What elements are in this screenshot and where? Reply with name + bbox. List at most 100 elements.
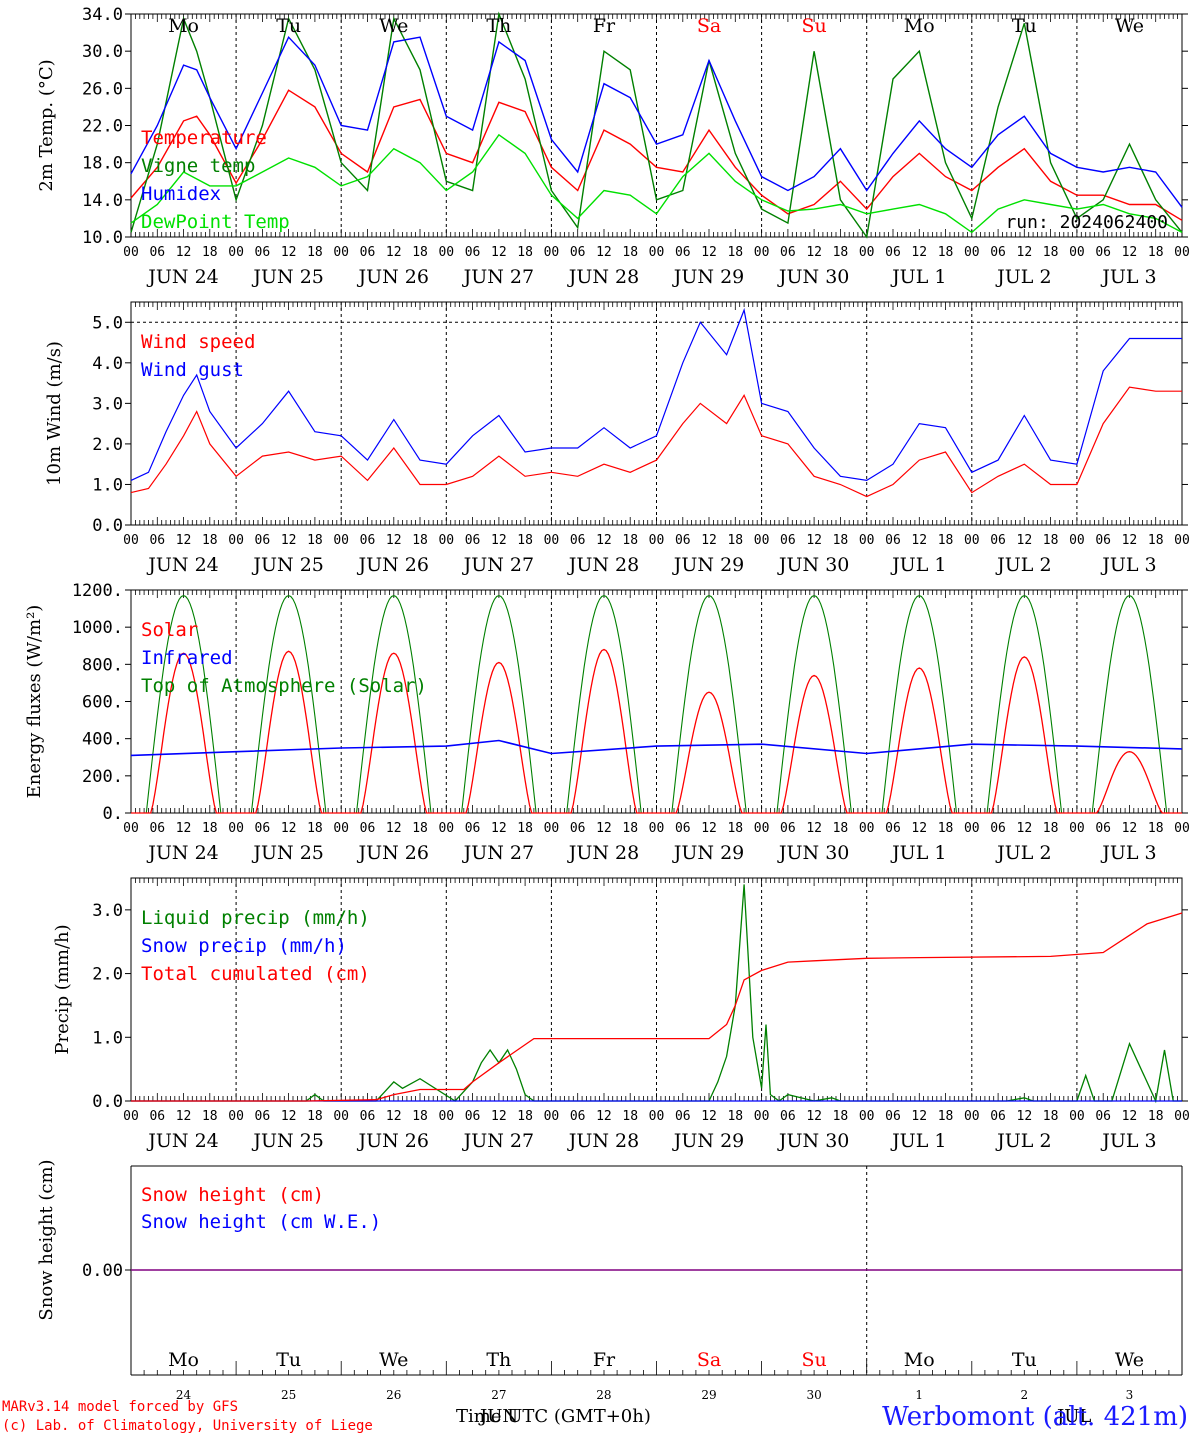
weekday-label: Su (802, 1349, 827, 1371)
x-hour-tick-label: 00 (438, 533, 454, 548)
x-hour-tick-label: 12 (806, 245, 822, 260)
x-hour-tick-label: 18 (938, 533, 954, 548)
x-hour-tick-label: 06 (149, 245, 165, 260)
x-hour-tick-label: 00 (754, 245, 770, 260)
panel-3-hour-ticks (130, 590, 1183, 813)
x-hour-tick-label: 00 (438, 821, 454, 836)
x-hour-tick-label: 06 (465, 1109, 481, 1124)
x-date-label: JUN 26 (357, 1130, 429, 1152)
weekday-label: Mo (168, 1349, 199, 1371)
x-hour-tick-label: 18 (412, 245, 428, 260)
x-hour-tick-label: 00 (859, 533, 875, 548)
y-tick-label: 26.0 (82, 79, 123, 99)
x-hour-tick-label: 00 (438, 1109, 454, 1124)
x-hour-tick-label: 06 (570, 245, 586, 260)
x-date-label: JUN 24 (146, 266, 218, 288)
weekday-label: Fr (593, 15, 616, 37)
x-hour-tick-label: 18 (938, 1109, 954, 1124)
x-hour-tick-label: 06 (360, 821, 376, 836)
weekday-label: Tu (1012, 15, 1037, 37)
panel-3-y-axis-label: Energy fluxes (W/m²) (24, 605, 45, 799)
x-hour-tick-label: 18 (517, 821, 533, 836)
x-date-label: JUL 1 (890, 1130, 946, 1152)
x-hour-tick-label: 18 (833, 533, 849, 548)
x-hour-tick-label: 06 (1095, 821, 1111, 836)
y-tick-label: 600. (82, 693, 123, 713)
weekday-label: Su (802, 15, 827, 37)
y-tick-label: 18.0 (82, 154, 123, 174)
weekday-label: Th (486, 15, 511, 37)
x-hour-tick-label: 12 (1017, 245, 1033, 260)
x-date-label: JUN 28 (567, 842, 639, 864)
x-hour-tick-label: 12 (596, 1109, 612, 1124)
x-hour-tick-label: 06 (990, 245, 1006, 260)
x-hour-tick-label: 12 (1122, 821, 1138, 836)
x-hour-tick-label: 00 (123, 245, 139, 260)
day-number-label: 29 (701, 1388, 716, 1402)
series-temperature (130, 89, 1183, 221)
panel-1-frame (130, 13, 1183, 238)
panel-1-hour-ticks (130, 14, 1183, 237)
x-hour-tick-label: 18 (833, 245, 849, 260)
x-hour-tick-label: 06 (465, 533, 481, 548)
x-hour-tick-label: 06 (780, 245, 796, 260)
x-hour-tick-label: 06 (255, 533, 271, 548)
y-tick-label: 2.0 (92, 965, 123, 985)
x-hour-tick-label: 00 (964, 533, 980, 548)
x-hour-tick-label: 18 (1043, 533, 1059, 548)
x-hour-tick-label: 00 (333, 821, 349, 836)
y-tick-label: 800. (82, 655, 123, 675)
x-date-label: JUL 3 (1100, 842, 1156, 864)
x-date-label: JUN 25 (251, 554, 323, 576)
station-title: Werbomont (alt. 421m) (882, 1402, 1188, 1432)
x-hour-tick-label: 06 (149, 821, 165, 836)
x-hour-tick-label: 18 (833, 821, 849, 836)
x-date-label: JUN 29 (672, 842, 744, 864)
legend-entry: Wind gust (141, 359, 244, 381)
legend-entry: Temperature (141, 127, 267, 149)
x-hour-tick-label: 12 (911, 533, 927, 548)
x-hour-tick-label: 00 (1174, 821, 1190, 836)
x-hour-tick-label: 18 (622, 245, 638, 260)
x-hour-tick-label: 18 (412, 533, 428, 548)
x-hour-tick-label: 12 (701, 1109, 717, 1124)
x-hour-tick-label: 12 (806, 821, 822, 836)
run-annotation: run: 2024062400 (1005, 212, 1168, 233)
x-date-label: JUN 27 (462, 1130, 534, 1152)
x-hour-tick-label: 00 (1069, 1109, 1085, 1124)
x-date-label: JUN 26 (357, 842, 429, 864)
x-date-label: JUN 29 (672, 1130, 744, 1152)
x-hour-tick-label: 12 (806, 533, 822, 548)
weekday-label: We (1115, 1349, 1144, 1371)
x-hour-tick-label: 18 (727, 245, 743, 260)
x-hour-tick-label: 18 (1148, 821, 1164, 836)
y-tick-label: 3.0 (92, 901, 123, 921)
weekday-label: Fr (593, 1349, 616, 1371)
x-date-label: JUN 26 (357, 266, 429, 288)
x-hour-tick-label: 06 (360, 245, 376, 260)
x-date-label: JUL 2 (995, 842, 1051, 864)
x-hour-tick-label: 00 (649, 533, 665, 548)
x-hour-tick-label: 12 (386, 245, 402, 260)
panel-4-y-axis-label: Precip (mm/h) (52, 924, 73, 1054)
x-axis-title: Time UTC (GMT+0h) (456, 1406, 651, 1427)
x-hour-tick-label: 00 (964, 1109, 980, 1124)
x-hour-tick-label: 18 (202, 245, 218, 260)
series-wind-speed (130, 386, 1182, 498)
x-date-label: JUN 30 (777, 554, 849, 576)
x-hour-tick-label: 00 (1069, 821, 1085, 836)
x-hour-tick-label: 18 (1043, 821, 1059, 836)
day-number-label: 26 (386, 1388, 401, 1402)
x-hour-tick-label: 18 (307, 1109, 323, 1124)
x-hour-tick-label: 00 (754, 533, 770, 548)
x-hour-tick-label: 12 (806, 1109, 822, 1124)
x-date-label: JUN 28 (567, 266, 639, 288)
x-hour-tick-label: 00 (1069, 533, 1085, 548)
x-date-label: JUL 3 (1100, 266, 1156, 288)
day-number-label: 25 (281, 1388, 296, 1402)
legend-entry: Wind speed (141, 331, 255, 353)
x-hour-tick-label: 12 (596, 821, 612, 836)
x-hour-tick-label: 18 (307, 533, 323, 548)
x-hour-tick-label: 18 (622, 1109, 638, 1124)
x-hour-tick-label: 00 (649, 245, 665, 260)
